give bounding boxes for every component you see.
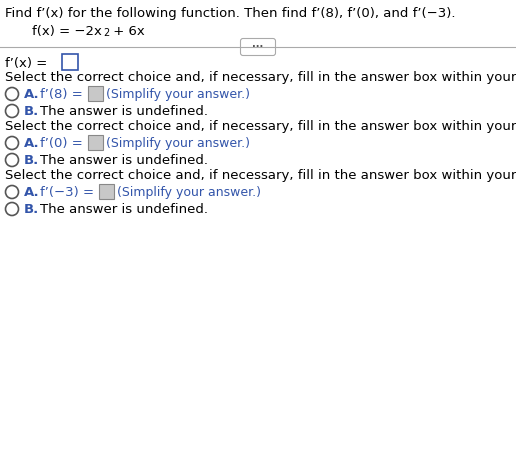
Text: B.: B. — [24, 105, 39, 118]
Text: B.: B. — [24, 203, 39, 216]
Text: + 6x: + 6x — [109, 25, 145, 38]
Text: The answer is undefined.: The answer is undefined. — [40, 154, 208, 167]
Text: The answer is undefined.: The answer is undefined. — [40, 203, 208, 216]
Text: f’(x) =: f’(x) = — [5, 57, 47, 70]
Text: Find f’(x) for the following function. Then find f’(8), f’(0), and f’(−3).: Find f’(x) for the following function. T… — [5, 7, 456, 20]
Text: f(x) = −2x: f(x) = −2x — [32, 25, 102, 38]
Text: (Simplify your answer.): (Simplify your answer.) — [117, 186, 261, 199]
Text: B.: B. — [24, 154, 39, 167]
Circle shape — [6, 137, 19, 150]
Text: (Simplify your answer.): (Simplify your answer.) — [106, 88, 250, 101]
Text: A.: A. — [24, 88, 40, 101]
Text: Select the correct choice and, if necessary, fill in the answer box within your : Select the correct choice and, if necess… — [5, 71, 516, 84]
Text: f’(8) =: f’(8) = — [40, 88, 83, 101]
Circle shape — [6, 153, 19, 166]
Text: A.: A. — [24, 137, 40, 150]
FancyBboxPatch shape — [88, 135, 103, 150]
Text: f’(−3) =: f’(−3) = — [40, 186, 94, 199]
Circle shape — [6, 202, 19, 215]
Text: A.: A. — [24, 186, 40, 199]
Text: Select the correct choice and, if necessary, fill in the answer box within your : Select the correct choice and, if necess… — [5, 120, 516, 133]
Text: f’(0) =: f’(0) = — [40, 137, 83, 150]
Text: 2: 2 — [103, 28, 109, 38]
Text: Select the correct choice and, if necessary, fill in the answer box within your : Select the correct choice and, if necess… — [5, 169, 516, 182]
FancyBboxPatch shape — [88, 86, 103, 101]
Circle shape — [6, 105, 19, 118]
Text: ···: ··· — [252, 42, 264, 52]
Text: The answer is undefined.: The answer is undefined. — [40, 105, 208, 118]
FancyBboxPatch shape — [240, 39, 276, 55]
Text: (Simplify your answer.): (Simplify your answer.) — [106, 137, 250, 150]
FancyBboxPatch shape — [62, 54, 78, 70]
FancyBboxPatch shape — [99, 184, 114, 199]
Circle shape — [6, 87, 19, 100]
Circle shape — [6, 186, 19, 199]
